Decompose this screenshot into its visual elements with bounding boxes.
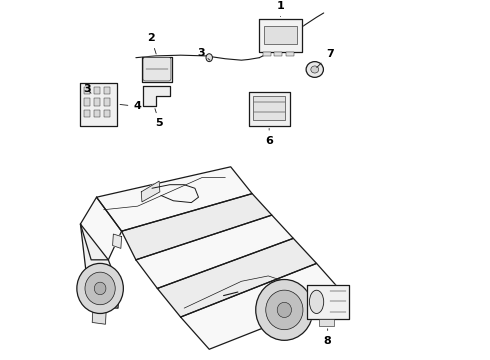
Polygon shape xyxy=(142,57,172,82)
Bar xyxy=(264,26,296,44)
Ellipse shape xyxy=(306,62,323,77)
Polygon shape xyxy=(122,194,272,260)
Text: 7: 7 xyxy=(317,49,334,68)
Text: 2: 2 xyxy=(147,33,156,54)
Bar xyxy=(319,319,334,326)
Bar xyxy=(104,99,110,105)
Bar xyxy=(263,51,271,56)
Polygon shape xyxy=(80,224,119,288)
Text: 6: 6 xyxy=(265,129,273,146)
Bar xyxy=(84,99,91,105)
FancyBboxPatch shape xyxy=(143,57,171,81)
Polygon shape xyxy=(307,285,349,319)
Text: 3: 3 xyxy=(197,48,210,60)
Ellipse shape xyxy=(94,282,106,295)
Text: 5: 5 xyxy=(155,109,163,128)
Bar xyxy=(104,110,110,117)
Bar xyxy=(94,110,100,117)
Ellipse shape xyxy=(309,290,324,314)
Polygon shape xyxy=(181,264,345,349)
Polygon shape xyxy=(248,92,290,126)
Text: 4: 4 xyxy=(120,101,141,111)
Ellipse shape xyxy=(277,302,292,318)
Ellipse shape xyxy=(85,272,115,305)
Polygon shape xyxy=(97,167,252,231)
Bar xyxy=(94,99,100,105)
Polygon shape xyxy=(136,215,294,288)
Polygon shape xyxy=(141,181,160,202)
Ellipse shape xyxy=(266,290,303,330)
Text: 8: 8 xyxy=(324,329,332,346)
Bar xyxy=(94,87,100,94)
Ellipse shape xyxy=(256,279,313,340)
Polygon shape xyxy=(157,238,317,317)
Polygon shape xyxy=(87,285,119,308)
Bar xyxy=(286,51,294,56)
Polygon shape xyxy=(113,234,122,248)
Polygon shape xyxy=(80,197,122,260)
Polygon shape xyxy=(80,83,117,126)
Polygon shape xyxy=(92,308,106,324)
Bar xyxy=(84,110,91,117)
Polygon shape xyxy=(144,86,170,106)
Ellipse shape xyxy=(77,264,123,314)
Bar xyxy=(84,87,91,94)
Bar xyxy=(104,87,110,94)
Text: 1: 1 xyxy=(276,1,284,17)
Text: 3: 3 xyxy=(83,84,91,94)
Ellipse shape xyxy=(206,54,213,62)
Ellipse shape xyxy=(311,66,319,73)
Bar xyxy=(253,96,286,120)
Bar xyxy=(274,51,282,56)
Polygon shape xyxy=(259,19,301,51)
